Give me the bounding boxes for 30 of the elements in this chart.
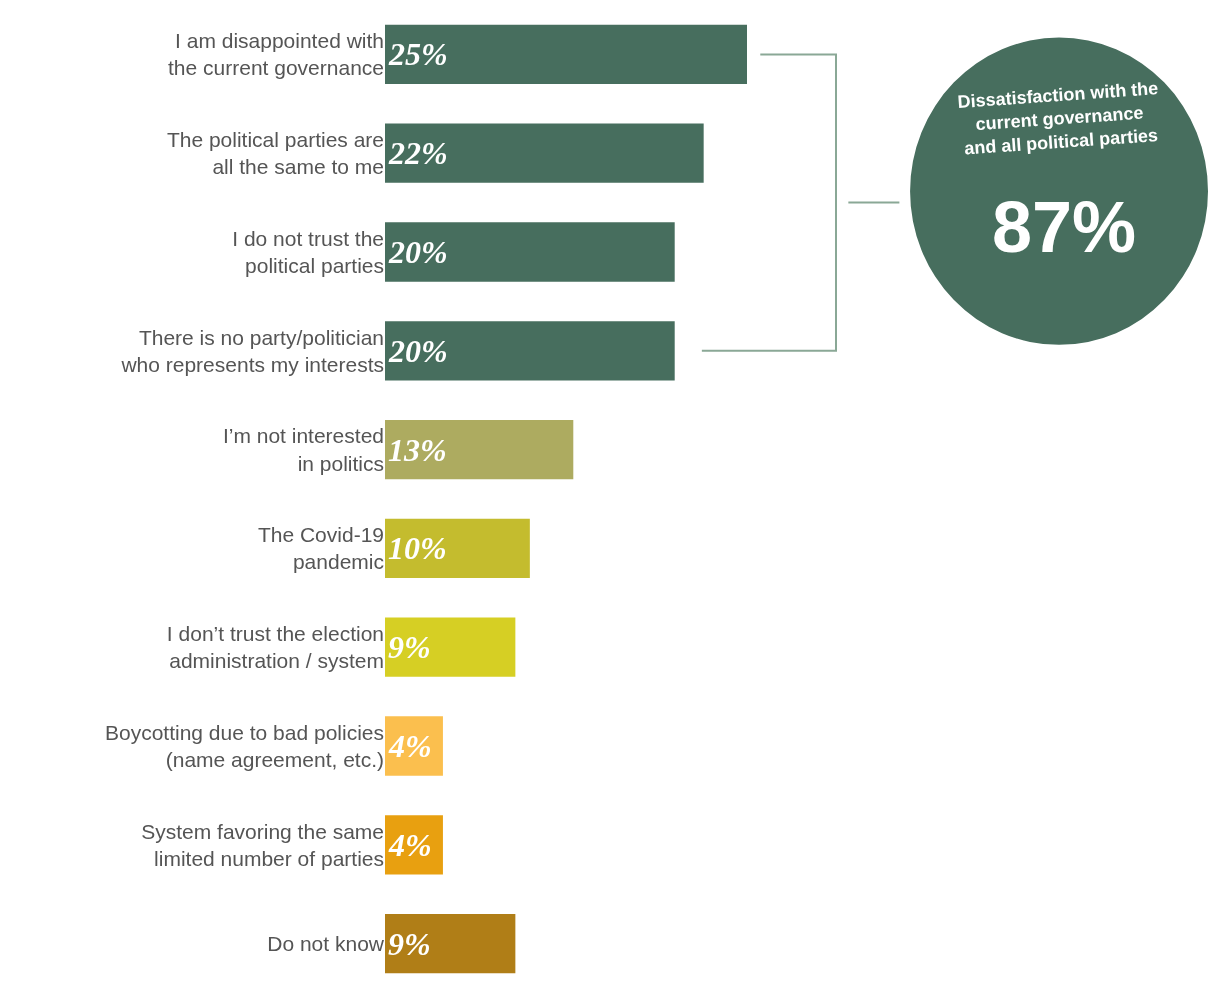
data-label: 10% (388, 530, 447, 567)
data-label: 20% (388, 234, 448, 270)
bar (385, 419, 574, 480)
y-tick-label: The Covid-19 pandemic (257, 523, 384, 574)
y-tick-label: I am disappointed with the current governance (168, 29, 384, 80)
text: Dissatisfaction with the current governance and all political parties (956, 78, 1159, 159)
y-tick-label: Do not know (267, 931, 385, 955)
y-tick-label: Boycotting due to bad policies (name agreement, etc.) (104, 720, 384, 771)
data-label: 20% (388, 332, 448, 369)
y-tick-label: The political parties are all the same to me (166, 127, 384, 179)
text: 87% (992, 187, 1137, 267)
data-label: 22% (388, 135, 448, 172)
bar (385, 617, 516, 677)
bar (385, 913, 516, 974)
y-tick-label: I’m not interested in politics (222, 424, 384, 475)
bar (385, 123, 704, 183)
data-label: 9% (388, 629, 431, 666)
bar (385, 24, 748, 85)
y-tick-label: I don’t trust the election administration / system (166, 621, 384, 673)
y-tick-label: I do not trust the political parties (232, 226, 384, 277)
bar (385, 518, 530, 579)
data-label: 4% (388, 728, 432, 764)
data-label: 25% (388, 36, 448, 73)
data-label: 4% (388, 826, 432, 863)
data-label: 9% (388, 925, 431, 962)
y-tick-label: System favoring the same limited number of parties (141, 819, 384, 870)
bar (385, 222, 675, 282)
bar (385, 321, 675, 381)
y-tick-label: There is no party/politician who represents my interests (120, 325, 384, 376)
data-label: 13% (388, 431, 447, 468)
